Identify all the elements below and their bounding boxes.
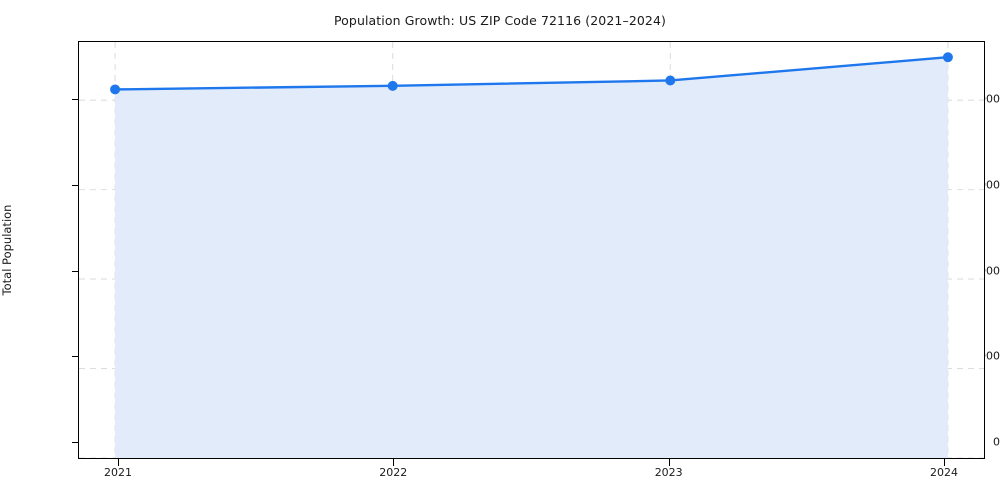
data-point-2023 [665,75,676,86]
data-point-2022 [387,80,398,91]
x-tick-mark [393,459,395,466]
data-point-2024 [942,52,953,63]
data-point-markers [110,52,953,95]
y-axis-label-text: Total Population [0,204,14,296]
x-tick-label: 2021 [104,466,132,479]
plot-area [78,41,985,459]
y-axis-label: Total Population [0,0,14,500]
plot-canvas [79,42,984,458]
x-tick-mark [118,459,119,466]
x-tick-mark [668,459,670,466]
area-fill [115,57,948,458]
data-point-2021 [110,84,121,95]
chart-title: Population Growth: US ZIP Code 72116 (20… [333,13,667,28]
x-tick-label: 2024 [930,466,958,479]
x-tick-label: 2023 [654,466,683,479]
data-line [113,56,950,91]
x-tick-label: 2022 [379,466,408,479]
x-tick-mark [944,459,945,466]
